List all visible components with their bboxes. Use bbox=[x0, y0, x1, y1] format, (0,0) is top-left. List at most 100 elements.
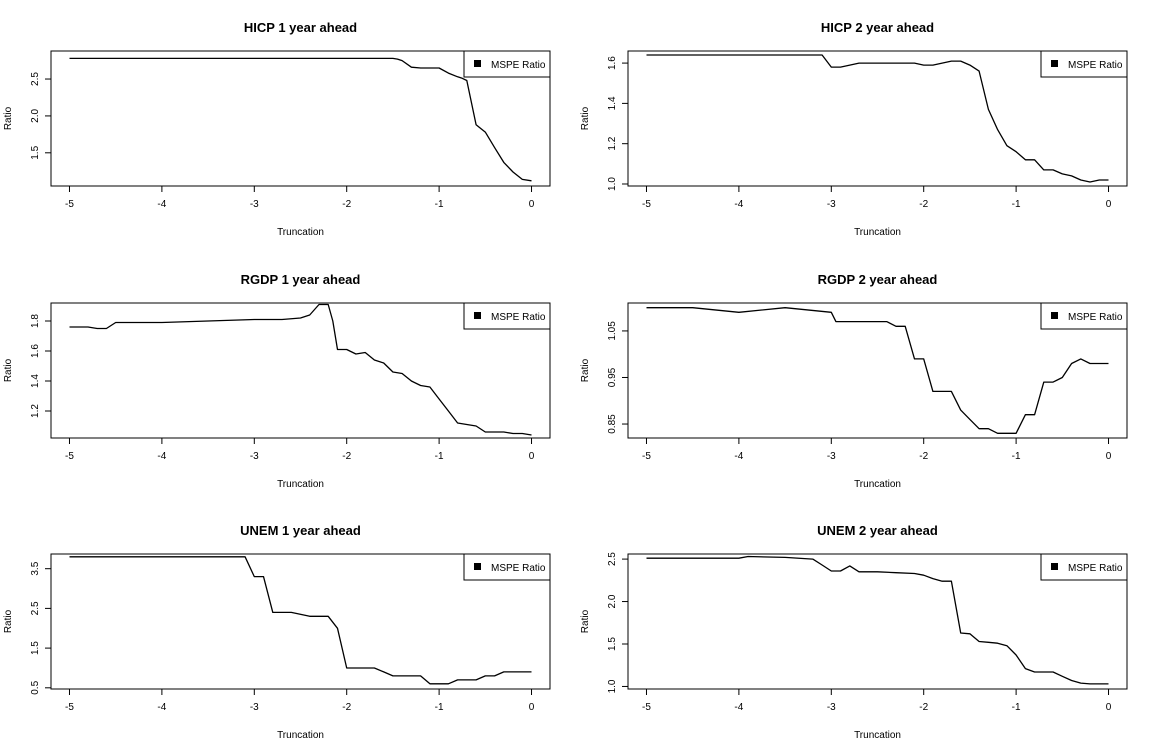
x-tick-label: -3 bbox=[250, 451, 259, 462]
x-axis-label: Truncation bbox=[854, 479, 901, 490]
legend-label: MSPE Ratio bbox=[491, 60, 546, 71]
legend: MSPE Ratio bbox=[1040, 302, 1128, 330]
x-tick-label: 0 bbox=[1106, 702, 1112, 713]
x-tick-label: -4 bbox=[157, 702, 166, 713]
plot-frame bbox=[50, 302, 551, 439]
x-axis-label: Truncation bbox=[277, 730, 324, 741]
x-axis-label: Truncation bbox=[277, 479, 324, 490]
y-tick-label: 1.8 bbox=[30, 314, 41, 328]
x-tick-label: -1 bbox=[1012, 199, 1021, 210]
x-tick-label: -3 bbox=[250, 199, 259, 210]
y-tick-label: 1.05 bbox=[607, 321, 618, 341]
y-tick-label: 1.4 bbox=[30, 374, 41, 388]
x-tick-label: -4 bbox=[734, 199, 743, 210]
plot-frame bbox=[50, 50, 551, 187]
y-tick-label: 3.5 bbox=[30, 561, 41, 575]
y-axis-label: Ratio bbox=[3, 358, 14, 382]
x-tick-label: -4 bbox=[157, 451, 166, 462]
chart-title: UNEM 1 year ahead bbox=[240, 523, 361, 538]
x-tick-label: -3 bbox=[827, 199, 836, 210]
series-line-1 bbox=[69, 556, 532, 685]
x-tick-label: -3 bbox=[250, 702, 259, 713]
x-tick-label: -4 bbox=[157, 199, 166, 210]
x-tick-label: -5 bbox=[65, 451, 74, 462]
legend-swatch bbox=[474, 60, 481, 67]
legend-label: MSPE Ratio bbox=[1068, 312, 1123, 323]
legend-swatch bbox=[474, 563, 481, 570]
y-tick-label: 1.6 bbox=[30, 344, 41, 358]
x-tick-label: -1 bbox=[435, 702, 444, 713]
legend-label: MSPE Ratio bbox=[491, 563, 546, 574]
x-tick-label: 0 bbox=[529, 451, 535, 462]
x-tick-label: -3 bbox=[827, 451, 836, 462]
chart-title: RGDP 1 year ahead bbox=[241, 272, 361, 287]
legend-swatch bbox=[474, 312, 481, 319]
y-axis-label: Ratio bbox=[3, 106, 14, 130]
legend: MSPE Ratio bbox=[463, 302, 551, 330]
x-tick-label: -2 bbox=[342, 199, 351, 210]
y-tick-label: 2.5 bbox=[607, 552, 618, 566]
chart-title: HICP 1 year ahead bbox=[244, 20, 357, 35]
series-line-1 bbox=[69, 57, 532, 182]
series-line-1 bbox=[646, 307, 1109, 434]
x-tick-label: -2 bbox=[342, 702, 351, 713]
x-tick-label: -5 bbox=[642, 199, 651, 210]
plot-frame bbox=[627, 553, 1128, 690]
legend-label: MSPE Ratio bbox=[1068, 563, 1123, 574]
legend-label: MSPE Ratio bbox=[1068, 60, 1123, 71]
series-line-1 bbox=[646, 54, 1109, 183]
legend: MSPE Ratio bbox=[463, 553, 551, 581]
series-line-1 bbox=[69, 303, 532, 436]
plot-frame bbox=[50, 553, 551, 690]
chart-title: HICP 2 year ahead bbox=[821, 20, 934, 35]
chart-title: RGDP 2 year ahead bbox=[818, 272, 938, 287]
y-tick-label: 1.0 bbox=[607, 177, 618, 191]
x-tick-label: 0 bbox=[529, 702, 535, 713]
legend-swatch bbox=[1051, 60, 1058, 67]
y-tick-label: 1.0 bbox=[607, 679, 618, 693]
y-tick-label: 1.5 bbox=[30, 641, 41, 655]
legend-box bbox=[463, 50, 551, 78]
y-tick-label: 0.5 bbox=[30, 680, 41, 694]
x-tick-label: -1 bbox=[435, 199, 444, 210]
legend: MSPE Ratio bbox=[1040, 50, 1128, 78]
y-tick-label: 1.5 bbox=[30, 145, 41, 159]
x-tick-label: -3 bbox=[827, 702, 836, 713]
y-tick-label: 2.5 bbox=[30, 72, 41, 86]
y-tick-label: 1.6 bbox=[607, 56, 618, 70]
x-tick-label: -4 bbox=[734, 702, 743, 713]
y-tick-label: 2.0 bbox=[30, 109, 41, 123]
x-tick-label: -5 bbox=[65, 702, 74, 713]
legend-label: MSPE Ratio bbox=[491, 312, 546, 323]
y-axis-label: Ratio bbox=[580, 358, 591, 382]
x-axis-label: Truncation bbox=[854, 227, 901, 238]
y-tick-label: 2.5 bbox=[30, 601, 41, 615]
y-tick-label: 1.2 bbox=[30, 404, 41, 418]
plot-frame bbox=[627, 302, 1128, 439]
y-tick-label: 0.85 bbox=[607, 414, 618, 434]
legend-swatch bbox=[1051, 312, 1058, 319]
y-tick-label: 0.95 bbox=[607, 367, 618, 387]
x-tick-label: -1 bbox=[1012, 702, 1021, 713]
x-tick-label: -2 bbox=[919, 199, 928, 210]
x-tick-label: -4 bbox=[734, 451, 743, 462]
x-tick-label: 0 bbox=[529, 199, 535, 210]
x-tick-label: -2 bbox=[919, 702, 928, 713]
series-line-1 bbox=[646, 555, 1109, 685]
chart-panel-3: RGDP 1 year ahead -5 -4 -3 -2 -1 0 1.2 1.4 1.6 1.8… bbox=[3, 272, 551, 490]
x-tick-label: -1 bbox=[435, 451, 444, 462]
y-axis-label: Ratio bbox=[580, 609, 591, 633]
y-tick-label: 1.5 bbox=[607, 637, 618, 651]
x-axis-label: Truncation bbox=[277, 227, 324, 238]
chart-panel-1: HICP 1 year ahead -5 -4 -3 -2 -1 0 1.5 2.0 2.5 Tru… bbox=[3, 20, 551, 238]
chart-panel-4: RGDP 2 year ahead -5 -4 -3 -2 -1 0 0.85 0.95 1.05… bbox=[580, 272, 1128, 490]
chart-panel-5: UNEM 1 year ahead -5 -4 -3 -2 -1 0 0.5 1.5 2.5 3.5… bbox=[3, 523, 551, 741]
legend: MSPE Ratio bbox=[1040, 553, 1128, 581]
x-tick-label: -2 bbox=[342, 451, 351, 462]
plot-frame bbox=[627, 50, 1128, 187]
legend: MSPE Ratio bbox=[463, 50, 551, 78]
x-tick-label: -2 bbox=[919, 451, 928, 462]
y-tick-label: 2.0 bbox=[607, 594, 618, 608]
x-tick-label: -5 bbox=[642, 702, 651, 713]
